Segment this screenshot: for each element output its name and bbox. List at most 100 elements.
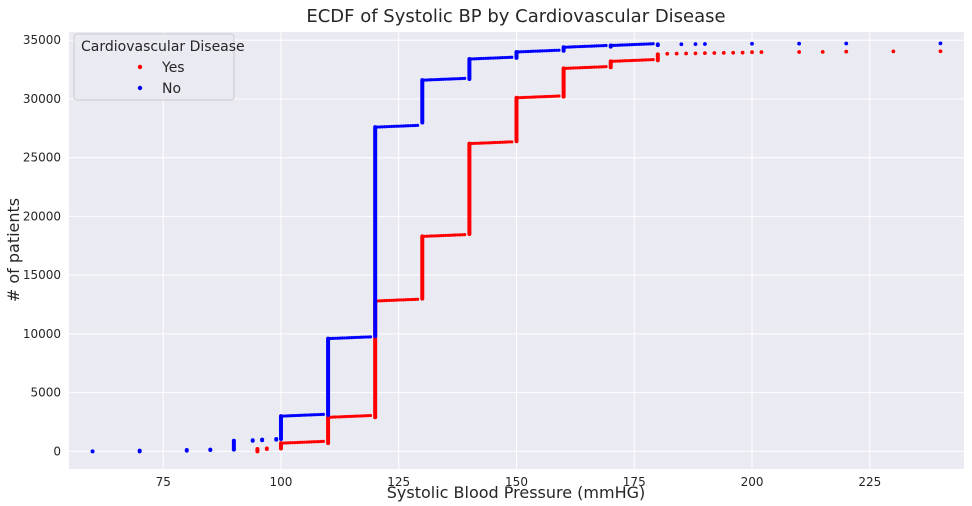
ecdf-point <box>488 141 493 145</box>
ecdf-point <box>456 77 460 81</box>
ecdf-point <box>529 95 533 99</box>
ecdf-point <box>491 56 495 60</box>
ecdf-point <box>587 44 592 48</box>
y-tick-label: 10000 <box>23 327 61 341</box>
ecdf-point <box>354 414 358 418</box>
x-tick-label: 200 <box>741 475 764 489</box>
ecdf-point <box>550 48 554 53</box>
ecdf-point <box>441 233 446 238</box>
ecdf-point <box>430 234 434 238</box>
ecdf-point <box>564 45 568 49</box>
ecdf-point <box>533 95 537 99</box>
x-tick-label: 100 <box>270 475 293 489</box>
ecdf-point <box>486 141 490 145</box>
ecdf-point <box>423 234 427 238</box>
ecdf-point <box>385 125 389 129</box>
ecdf-point <box>333 415 337 419</box>
ecdf-point <box>750 50 754 55</box>
ecdf-point <box>618 59 622 63</box>
ecdf-point <box>408 124 413 128</box>
ecdf-point <box>484 56 488 60</box>
ecdf-point <box>503 140 507 144</box>
ecdf-point <box>797 41 802 46</box>
ecdf-point <box>333 336 337 340</box>
ecdf-point <box>543 95 547 99</box>
ecdf-point <box>321 439 325 443</box>
y-tick-label: 30000 <box>23 92 61 106</box>
y-tick-label: 25000 <box>23 151 61 165</box>
x-axis-label: Systolic Blood Pressure (mmHG) <box>387 483 646 502</box>
ecdf-point <box>642 42 646 46</box>
ecdf-point <box>284 414 288 418</box>
ecdf-point <box>625 59 629 63</box>
ecdf-point <box>891 49 896 54</box>
ecdf-point <box>286 441 290 445</box>
ecdf-point <box>383 299 387 303</box>
ecdf-point <box>592 44 596 48</box>
ecdf-point <box>338 415 342 419</box>
ecdf-point <box>505 55 509 60</box>
ecdf-point <box>620 59 625 63</box>
ecdf-point <box>312 413 316 417</box>
ecdf-point <box>566 45 570 49</box>
ecdf-point <box>293 413 297 418</box>
ecdf-point <box>458 76 462 81</box>
ecdf-point <box>342 415 347 419</box>
ecdf-point <box>594 65 599 69</box>
ecdf-point <box>576 45 580 49</box>
ecdf-point <box>594 44 599 48</box>
ecdf-point <box>434 77 439 82</box>
ecdf-point <box>444 233 448 238</box>
ecdf-point <box>470 141 474 146</box>
ecdf-point <box>328 336 333 341</box>
ecdf-point <box>338 336 342 340</box>
ecdf-point <box>432 78 436 82</box>
ecdf-point <box>378 125 382 129</box>
ecdf-point <box>578 44 582 49</box>
ecdf-point <box>357 414 361 418</box>
ecdf-point <box>623 43 627 47</box>
ecdf-point <box>510 140 514 144</box>
ecdf-point <box>557 94 561 98</box>
ecdf-point <box>444 77 448 81</box>
ecdf-point <box>507 55 512 59</box>
ecdf-point <box>335 415 340 419</box>
ecdf-point <box>451 233 455 237</box>
ecdf-point <box>347 336 351 340</box>
ecdf-point <box>693 42 698 46</box>
ecdf-point <box>423 78 427 82</box>
ecdf-point <box>432 234 436 238</box>
ecdf-point <box>590 65 594 69</box>
ecdf-point <box>481 56 486 61</box>
ecdf-point <box>797 50 802 54</box>
ecdf-point <box>599 65 603 69</box>
ecdf-point <box>618 43 622 47</box>
data-series <box>90 41 943 454</box>
ecdf-point <box>644 42 648 46</box>
ecdf-point <box>335 336 340 340</box>
ecdf-point <box>441 77 446 81</box>
ecdf-point <box>390 124 394 129</box>
ecdf-point <box>529 49 533 53</box>
ecdf-point <box>597 65 601 69</box>
ecdf-point <box>750 41 754 46</box>
ecdf-point <box>580 66 585 70</box>
ecdf-point <box>616 59 620 63</box>
ecdf-point <box>649 42 653 46</box>
ecdf-point <box>427 234 431 238</box>
ecdf-point <box>547 48 552 53</box>
ecdf-point <box>309 440 314 444</box>
ecdf-point <box>623 59 627 63</box>
ecdf-point <box>517 50 521 54</box>
ecdf-point <box>566 66 570 70</box>
ecdf-point <box>397 124 401 128</box>
ecdf-point <box>446 233 450 237</box>
ecdf-point <box>406 124 410 128</box>
ecdf-point <box>295 413 300 418</box>
legend-label-yes: Yes <box>161 60 185 76</box>
ecdf-point <box>331 415 335 419</box>
ecdf-point <box>550 94 554 98</box>
ecdf-point <box>703 51 707 56</box>
ecdf-point <box>413 297 417 301</box>
ecdf-point <box>281 441 285 445</box>
